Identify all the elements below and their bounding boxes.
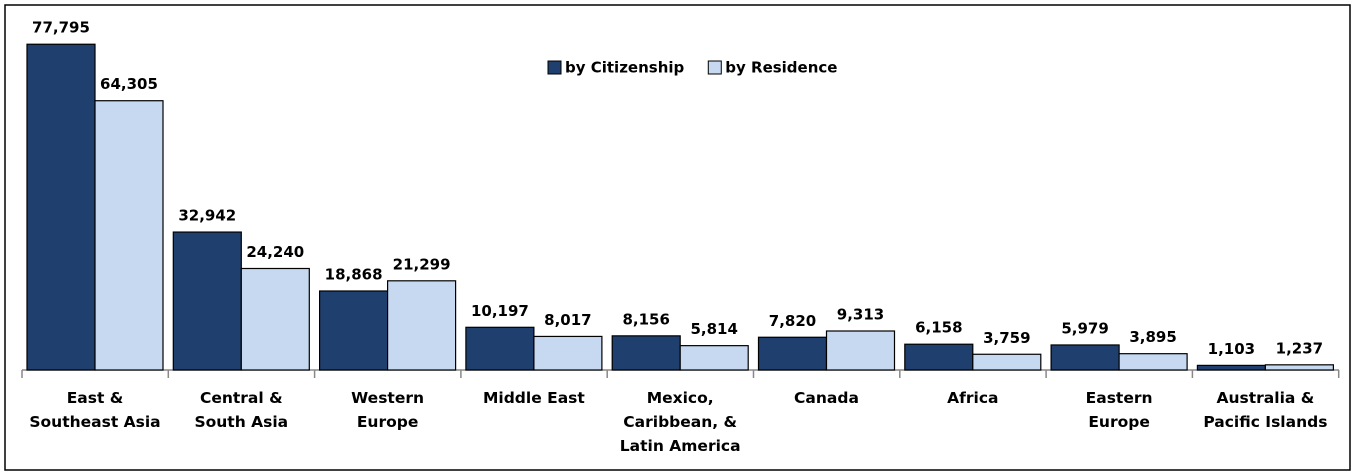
bar — [387, 280, 457, 371]
bar — [825, 330, 896, 371]
x-tick-label: Africa — [947, 389, 999, 407]
bar — [1050, 344, 1120, 371]
bar — [904, 343, 974, 371]
bar — [172, 231, 242, 371]
data-label: 9,313 — [837, 306, 884, 324]
x-tick-label: Central & South Asia — [194, 389, 289, 431]
data-label: 7,820 — [769, 312, 816, 330]
bar — [757, 336, 828, 371]
data-label: 64,305 — [100, 75, 158, 93]
x-tick-label: Canada — [794, 389, 859, 407]
bar — [611, 335, 681, 371]
bar — [94, 100, 164, 371]
frame — [4, 4, 1351, 471]
legend-swatch — [547, 60, 562, 75]
data-label: 18,868 — [325, 265, 383, 283]
data-label: 6,158 — [915, 319, 962, 337]
data-label: 1,237 — [1276, 339, 1323, 357]
bar — [533, 335, 603, 371]
data-label: 24,240 — [246, 243, 304, 261]
bar — [972, 353, 1042, 371]
bar — [26, 43, 96, 371]
x-tick-label: Eastern Europe — [1085, 389, 1153, 431]
data-label: 3,895 — [1129, 328, 1176, 346]
bar — [465, 326, 535, 371]
bar — [1196, 364, 1267, 371]
data-label: 8,156 — [622, 310, 669, 328]
data-label: 77,795 — [32, 19, 90, 37]
x-tick-label: Mexico, Caribbean, & Latin America — [619, 389, 741, 455]
bar — [679, 345, 749, 371]
legend-label: by Residence — [725, 59, 837, 77]
bar — [1118, 353, 1188, 371]
legend-label: by Citizenship — [565, 59, 685, 77]
bar — [319, 290, 389, 371]
x-tick-label: Australia & Pacific Islands — [1203, 389, 1328, 431]
legend-swatch — [707, 60, 722, 75]
bar — [240, 267, 310, 371]
data-label: 32,942 — [178, 207, 236, 225]
data-label: 10,197 — [471, 302, 529, 320]
x-tick-label: Western Europe — [351, 389, 425, 431]
bar — [1264, 364, 1335, 371]
data-label: 8,017 — [544, 311, 591, 329]
data-label: 3,759 — [983, 329, 1030, 347]
x-tick-label: East & Southeast Asia — [29, 389, 161, 431]
x-tick-label: Middle East — [482, 389, 585, 407]
data-label: 5,979 — [1061, 319, 1108, 337]
data-label: 21,299 — [393, 255, 451, 273]
data-label: 1,103 — [1208, 340, 1255, 358]
data-label: 5,814 — [690, 320, 737, 338]
